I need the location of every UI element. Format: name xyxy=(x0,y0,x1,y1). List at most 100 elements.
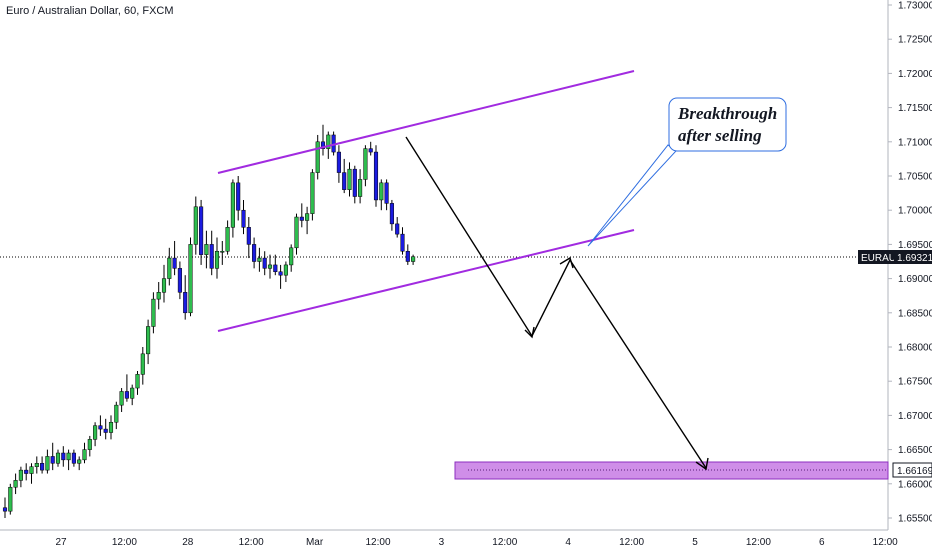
candle-up xyxy=(315,141,320,173)
candle-down xyxy=(395,223,400,235)
candle-down xyxy=(241,209,246,228)
time-tick-label: 12:00 xyxy=(746,537,771,548)
arrowhead-1-icon xyxy=(524,326,535,339)
candle-up xyxy=(140,353,145,375)
time-tick-label: 6 xyxy=(819,537,825,548)
candle-down xyxy=(352,168,357,197)
price-tick-label: 1.73000 xyxy=(898,1,932,12)
candle-up xyxy=(8,486,13,512)
candle-up xyxy=(220,250,225,253)
candle-up xyxy=(363,148,368,180)
candle-up xyxy=(34,463,39,467)
channel-upper-line[interactable] xyxy=(217,70,635,174)
candle-down xyxy=(124,391,129,399)
target-tag-box xyxy=(892,462,932,478)
price-tick-label: 1.67000 xyxy=(898,411,932,422)
candle-up xyxy=(310,172,315,214)
projection-path[interactable] xyxy=(405,136,707,469)
price-tick-label: 1.65500 xyxy=(898,514,932,525)
candle-down xyxy=(336,151,341,173)
candle-up xyxy=(87,439,92,450)
time-tick-label: 12:00 xyxy=(112,537,137,548)
price-tick-label: 1.66500 xyxy=(898,445,932,456)
candle-up xyxy=(358,179,363,197)
price-tick-label: 1.70500 xyxy=(898,172,932,183)
candle-up xyxy=(114,404,119,423)
candle-down xyxy=(98,425,103,430)
time-tick-label: 27 xyxy=(55,537,67,548)
arrowhead-2-icon xyxy=(559,256,574,269)
callout-box xyxy=(668,97,787,152)
candle-down xyxy=(2,507,8,512)
candle-down xyxy=(40,463,45,471)
candle-up xyxy=(193,206,198,245)
candle-down xyxy=(252,244,257,262)
candle-down xyxy=(342,172,347,190)
candle-up xyxy=(45,456,50,471)
candle-up xyxy=(167,257,172,279)
candle-down xyxy=(373,151,379,201)
price-tick-label: 1.69500 xyxy=(898,240,932,251)
time-tick-label: 5 xyxy=(692,537,698,548)
candle-up xyxy=(204,244,209,255)
price-tick-label: 1.69000 xyxy=(898,274,932,285)
price-tick-label: 1.71500 xyxy=(898,103,932,114)
candle-up xyxy=(82,449,87,461)
time-tick-label: 12:00 xyxy=(239,537,264,548)
candle-up xyxy=(305,213,310,221)
candle-down xyxy=(209,244,214,269)
candle-up xyxy=(379,182,384,201)
target-tag-value: 1.66169 xyxy=(897,466,932,477)
candle-up xyxy=(66,452,71,461)
candle-down xyxy=(246,227,251,245)
arrowhead-3-icon xyxy=(695,457,709,471)
price-tick-label: 1.70000 xyxy=(898,206,932,217)
chart-title: Euro / Australian Dollar, 60, FXCM xyxy=(6,5,174,17)
current-price-tag: EURAUD 1.69321 xyxy=(858,250,932,264)
symbol-tag-label: EURAUD xyxy=(861,253,903,264)
candle-up xyxy=(146,326,151,355)
target-zone[interactable] xyxy=(454,461,889,480)
candle-down xyxy=(278,271,283,276)
candle-down xyxy=(236,182,241,211)
candle-up xyxy=(55,452,61,464)
candle-up xyxy=(130,387,135,399)
channel-lower-line[interactable] xyxy=(217,229,635,332)
candle-down xyxy=(199,206,204,255)
price-tick-label: 1.68000 xyxy=(898,343,932,354)
price-tag-value: 1.69321 xyxy=(897,253,932,264)
candle-up xyxy=(225,227,230,252)
candle-down xyxy=(320,141,326,149)
candle-down xyxy=(389,203,394,225)
candle-up xyxy=(135,374,140,389)
candle-down xyxy=(50,456,55,464)
callout-line-2: after selling xyxy=(678,126,762,145)
candle-up xyxy=(77,459,82,464)
candle-down xyxy=(368,148,373,153)
candle-up xyxy=(326,134,331,149)
symbol-tag xyxy=(858,250,894,264)
candle-up xyxy=(230,182,235,228)
candle-up xyxy=(108,421,114,433)
price-tick-label: 1.68500 xyxy=(898,308,932,319)
price-tick-label: 1.67500 xyxy=(898,377,932,388)
callout[interactable]: Breakthrough after selling xyxy=(587,97,787,247)
candle-down xyxy=(103,428,108,433)
candle-down xyxy=(177,268,182,293)
candle-down xyxy=(24,469,29,474)
candle-down xyxy=(400,233,405,252)
candle-up xyxy=(13,480,18,488)
candle-down xyxy=(273,264,278,273)
callout-line-1: Breakthrough xyxy=(677,104,777,123)
time-axis[interactable]: 27 12:00 28 12:00 Mar 12:00 3 12:00 4 12:00 5 12:00… xyxy=(55,537,898,548)
price-tick-label: 1.72500 xyxy=(898,35,932,46)
candle-down xyxy=(183,292,188,314)
candle-up xyxy=(156,292,161,300)
candle-up xyxy=(294,216,299,249)
candle-up xyxy=(347,168,352,190)
price-axis[interactable]: 1.73000 1.72500 1.72000 1.71500 1.71000 1.705… xyxy=(888,1,932,525)
candle-up xyxy=(267,264,273,269)
time-tick-label: 12:00 xyxy=(619,537,644,548)
candle-up xyxy=(188,244,193,314)
